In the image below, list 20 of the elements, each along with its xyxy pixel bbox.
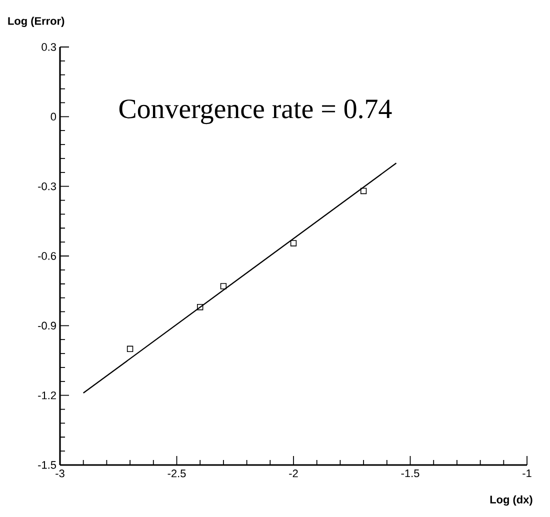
y-tick-label: -1.2 (38, 392, 56, 400)
y-tick-label: -1.5 (38, 461, 56, 469)
y-tick-label: -0.6 (38, 252, 56, 260)
y-axis-title: Log (Error) (8, 16, 64, 28)
x-tick-label: -2 (289, 470, 298, 478)
point (126, 346, 134, 352)
y-tick-label: 0.3 (42, 43, 56, 51)
x-tick-label: -1 (522, 470, 532, 478)
point (197, 304, 204, 310)
annotation: Convergence rate = 0.74 (119, 100, 392, 124)
y-tick-label: 0 (50, 112, 56, 121)
x-tick-label: -2.5 (168, 470, 186, 478)
y-tick-label: -0.3 (38, 182, 56, 190)
point (290, 240, 297, 246)
point (360, 188, 367, 194)
x-axis-title: Log (dx) (490, 495, 532, 506)
y-tick-label: -0.9 (38, 322, 56, 330)
point (220, 283, 227, 290)
x-tick-label: -1.5 (401, 470, 420, 478)
x-tick-label: -3 (56, 470, 64, 478)
